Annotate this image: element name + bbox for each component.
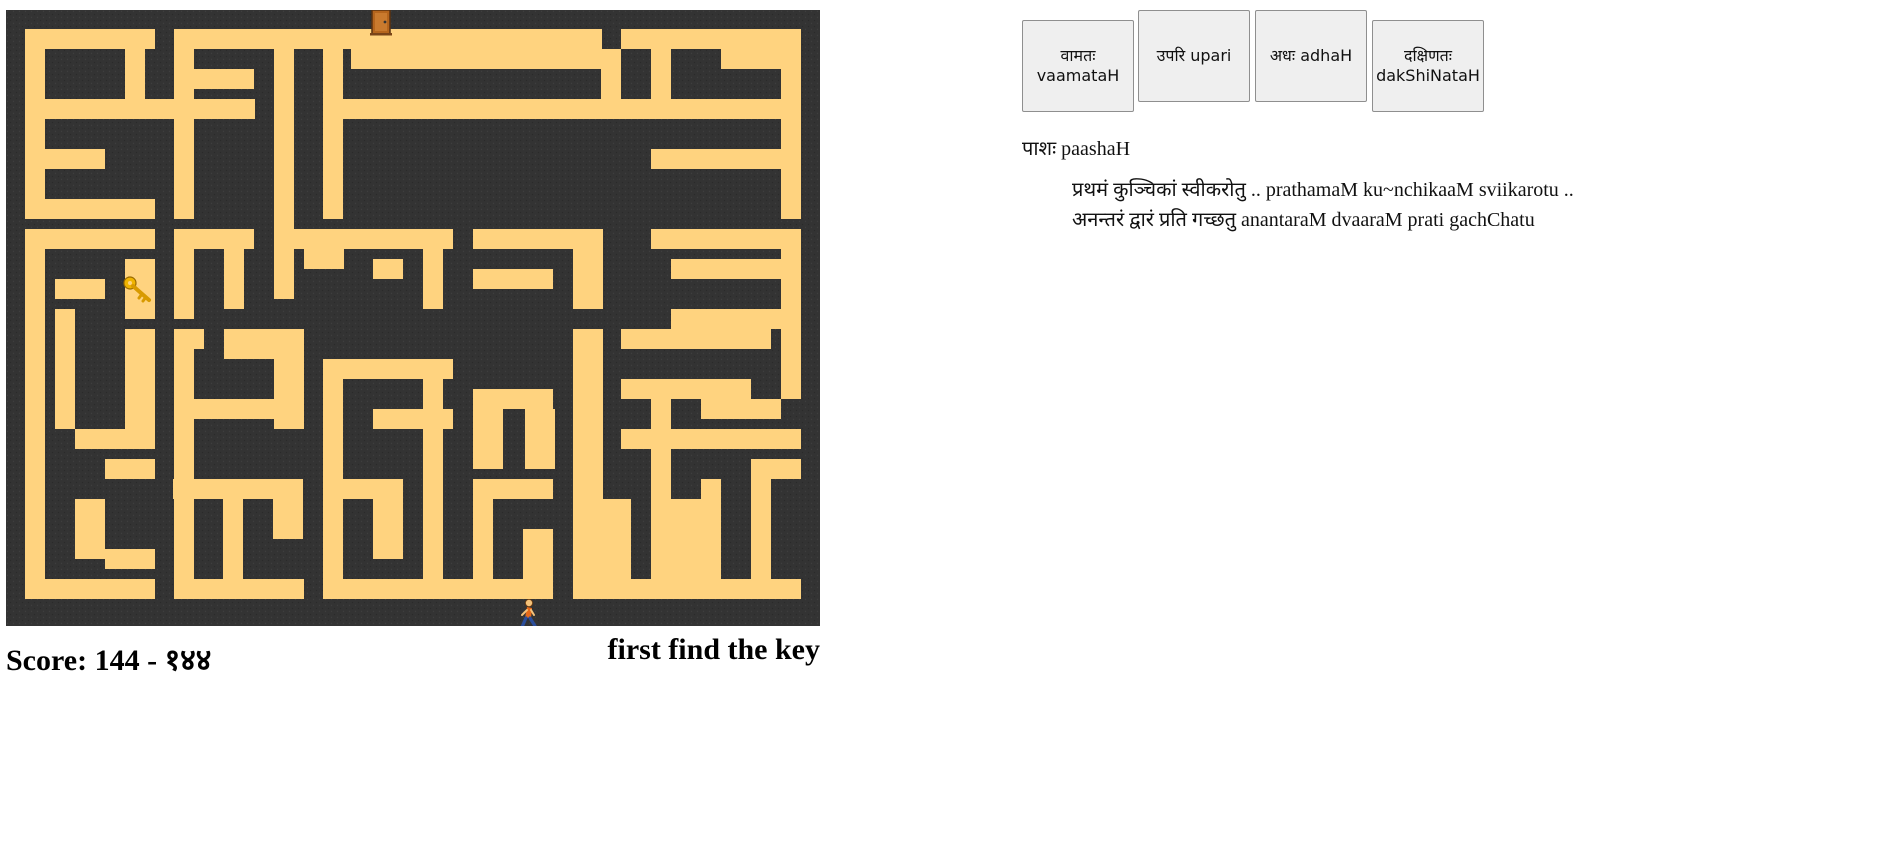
- maze-corridor: [473, 389, 553, 409]
- maze-corridor: [473, 479, 553, 499]
- maze-corridor: [25, 229, 155, 249]
- maze-corridor: [781, 229, 801, 399]
- instructions-list: प्रथमं कुञ्चिकां स्वीकरोतु .. prathamaM …: [1022, 175, 1882, 232]
- maze-corridor: [601, 499, 631, 579]
- maze-corridor: [621, 29, 801, 49]
- maze-corridor: [525, 409, 555, 469]
- maze-corridor: [323, 359, 453, 379]
- maze-corridor: [25, 579, 155, 599]
- maze-corridor: [671, 499, 701, 579]
- maze-corridor: [701, 399, 781, 419]
- move-right-latin: dakShiNataH: [1376, 66, 1480, 85]
- maze-corridor: [373, 259, 403, 279]
- maze-corridor: [601, 49, 621, 99]
- maze-corridor: [273, 479, 303, 539]
- instruction-item: प्रथमं कुञ्चिकां स्वीकरोतु .. prathamaM …: [1072, 175, 1882, 202]
- walking-person-icon: [520, 599, 537, 626]
- maze-corridor: [55, 309, 75, 429]
- maze-corridor: [174, 29, 602, 49]
- maze-corridor: [423, 379, 443, 599]
- move-up-label: उपरि upari: [1156, 46, 1232, 65]
- move-up-button[interactable]: उपरि upari: [1138, 10, 1250, 102]
- maze-corridor: [25, 199, 155, 219]
- maze-corridor: [105, 459, 155, 479]
- maze-corridor: [473, 499, 493, 599]
- maze-corridor: [701, 479, 721, 599]
- maze-corridor: [573, 329, 603, 599]
- maze-corridor: [174, 399, 304, 419]
- maze-corridor: [75, 499, 105, 559]
- instructions-title: पाशः paashaH: [1022, 138, 1131, 160]
- maze-corridor: [25, 49, 45, 219]
- maze-corridor: [443, 579, 523, 599]
- maze-corridor: [573, 229, 603, 309]
- hint-text: first find the key: [607, 633, 821, 666]
- maze-corridor: [174, 349, 194, 599]
- maze-corridor: [651, 379, 671, 599]
- maze-corridor: [751, 479, 771, 599]
- move-down-label: अधः adhaH: [1269, 46, 1353, 65]
- maze-corridor: [323, 579, 423, 599]
- maze-corridor: [621, 329, 771, 349]
- move-down-button[interactable]: अधः adhaH: [1255, 10, 1367, 102]
- maze-corridor: [174, 229, 254, 249]
- maze-corridor: [351, 49, 601, 69]
- maze-corridor: [523, 529, 553, 599]
- move-right-label: दक्षिणतः: [1403, 46, 1453, 65]
- maze-corridor: [423, 229, 443, 309]
- maze-corridor: [174, 49, 194, 219]
- maze-corridor: [25, 29, 155, 49]
- maze-corridor: [224, 249, 244, 309]
- maze-corridor: [621, 379, 751, 399]
- move-right-button[interactable]: दक्षिणतः dakShiNataH: [1372, 20, 1484, 112]
- maze-corridor: [473, 409, 503, 469]
- maze-corridor: [323, 99, 801, 119]
- instructions-panel: पाशः paashaH प्रथमं कुञ्चिकां स्वीकरोतु …: [1022, 134, 1882, 235]
- maze-corridor: [55, 279, 105, 299]
- maze-corridor: [651, 149, 801, 169]
- maze-corridor: [25, 149, 105, 169]
- door-icon: [370, 10, 392, 36]
- maze-corridor: [174, 249, 194, 319]
- move-left-label: वामतः: [1060, 46, 1096, 65]
- maze-corridor: [174, 579, 304, 599]
- maze-corridor: [274, 229, 304, 249]
- maze-corridor: [323, 479, 403, 499]
- maze-corridor: [751, 459, 801, 479]
- maze-grid: [6, 10, 820, 626]
- maze-board: [6, 10, 820, 626]
- maze-corridor: [323, 49, 343, 219]
- maze-corridor: [274, 49, 294, 299]
- maze-corridor: [223, 499, 243, 599]
- maze-corridor: [651, 49, 671, 119]
- maze-corridor: [174, 69, 254, 89]
- move-left-button[interactable]: वामतः vaamataH: [1022, 20, 1134, 112]
- maze-corridor: [621, 429, 801, 449]
- maze-corridor: [651, 229, 801, 249]
- maze-corridor: [105, 549, 155, 569]
- maze-corridor: [125, 329, 155, 439]
- maze-corridor: [601, 579, 801, 599]
- maze-corridor: [173, 479, 303, 499]
- score-display: Score: 144 - १४४: [6, 644, 212, 677]
- maze-corridor: [274, 329, 304, 429]
- maze-corridor: [781, 49, 801, 219]
- instruction-item: अनन्तरं द्वारं प्रति गच्छतु anantaraM dv…: [1072, 205, 1882, 232]
- maze-corridor: [671, 259, 801, 279]
- key-icon: [123, 276, 151, 303]
- maze-corridor: [671, 309, 781, 329]
- move-left-latin: vaamataH: [1036, 66, 1120, 85]
- maze-corridor: [25, 309, 45, 599]
- maze-corridor: [25, 229, 45, 309]
- maze-corridor: [473, 229, 603, 249]
- maze-corridor: [473, 269, 553, 289]
- maze-corridor: [323, 229, 453, 249]
- maze-corridor: [373, 499, 403, 559]
- maze-paths: [25, 29, 801, 599]
- maze-corridor: [174, 329, 204, 349]
- maze-corridor: [125, 49, 145, 119]
